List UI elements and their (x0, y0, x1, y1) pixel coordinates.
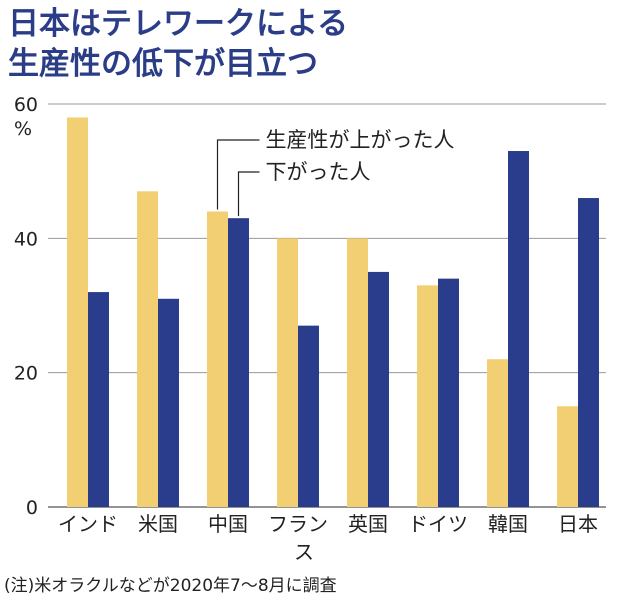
title-line-1: 日本はテレワークによる (8, 6, 349, 42)
x-tick-label-5: ドイツ (408, 512, 468, 536)
bar-up-0 (67, 117, 88, 507)
bar-down-3 (298, 325, 319, 507)
x-tick-label-3: フラン (268, 512, 328, 536)
bar-up-6 (487, 359, 508, 507)
bar-down-1 (158, 298, 179, 507)
title-line-2: 生産性の低下が目立つ (8, 46, 318, 82)
x-tick-label-4: 英国 (348, 512, 388, 536)
y-tick-label-40: 40 (14, 228, 38, 250)
bar-up-5 (417, 285, 438, 507)
legend-leader-up (216, 139, 260, 210)
bar-up-4 (347, 238, 368, 508)
y-tick-label-0: 0 (26, 497, 38, 519)
x-tick-label-7: 日本 (558, 512, 598, 536)
y-tick-label-20: 20 (14, 363, 38, 385)
x-tick-label-2: 中国 (208, 512, 248, 536)
bar-up-3 (277, 238, 298, 508)
legend-label-up: 生産性が上がった人 (266, 128, 455, 152)
footnote: (注)米オラクルなどが2020年7〜8月に調査 (4, 576, 337, 596)
bar-down-6 (508, 151, 529, 507)
bar-up-7 (557, 406, 578, 507)
y-tick-label-60: 60 (14, 94, 38, 116)
bar-up-1 (137, 191, 158, 508)
bar-down-4 (368, 271, 389, 507)
bar-down-0 (88, 292, 109, 507)
bar-down-5 (438, 278, 459, 507)
y-unit-label: % (14, 118, 32, 140)
bar-down-2 (228, 218, 249, 507)
x-tick-label-0: インド (58, 512, 118, 536)
legend-label-down: 下がった人 (266, 160, 371, 184)
bar-down-7 (578, 198, 599, 508)
legend-leader-down (237, 171, 260, 217)
x-tick-label-3-cont: ス (294, 540, 314, 564)
chart-title: 日本はテレワークによる 生産性の低下が目立つ (8, 4, 628, 84)
x-tick-label-6: 韓国 (488, 512, 528, 536)
bar-up-2 (207, 211, 228, 507)
x-tick-label-1: 米国 (138, 512, 178, 536)
